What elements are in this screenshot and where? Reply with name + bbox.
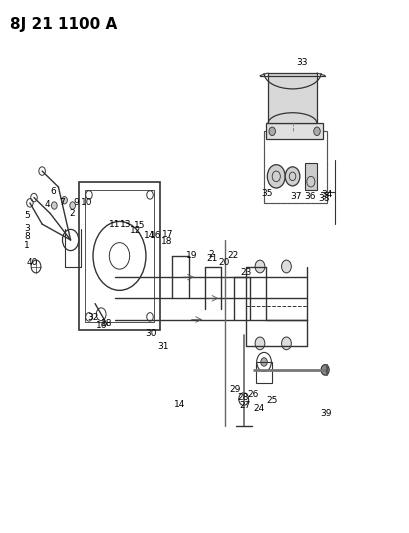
Text: 14: 14 — [143, 231, 155, 240]
Text: 35: 35 — [261, 189, 272, 198]
Text: 20: 20 — [218, 258, 230, 266]
Text: 13: 13 — [119, 220, 131, 229]
Text: 26: 26 — [247, 390, 258, 399]
Circle shape — [313, 127, 319, 135]
Text: 17: 17 — [162, 230, 173, 239]
Bar — [255, 362, 272, 383]
Text: 16: 16 — [149, 231, 161, 240]
Circle shape — [61, 197, 67, 204]
Text: 21: 21 — [206, 254, 218, 263]
Text: 29: 29 — [229, 385, 240, 394]
Circle shape — [268, 127, 275, 135]
Bar — [265, 123, 322, 139]
Text: 2: 2 — [70, 209, 75, 218]
Text: 22: 22 — [227, 252, 238, 261]
Text: 33: 33 — [295, 58, 307, 67]
Text: 31: 31 — [157, 342, 169, 351]
Text: 30: 30 — [145, 329, 157, 338]
Bar — [304, 163, 316, 190]
Text: 34: 34 — [321, 190, 332, 199]
Circle shape — [320, 365, 328, 375]
Text: 40: 40 — [26, 258, 38, 266]
Text: 19: 19 — [186, 252, 197, 261]
Text: 3: 3 — [24, 224, 30, 233]
Text: 37: 37 — [289, 192, 301, 201]
Text: 23: 23 — [240, 268, 252, 277]
Text: 18: 18 — [101, 319, 112, 328]
Text: 38: 38 — [318, 194, 329, 203]
Text: 7: 7 — [59, 198, 65, 207]
Circle shape — [52, 202, 57, 209]
Text: 27: 27 — [238, 401, 250, 410]
Text: 18: 18 — [160, 237, 172, 246]
Bar — [79, 182, 160, 330]
Text: 36: 36 — [303, 192, 315, 201]
Circle shape — [70, 202, 75, 209]
Circle shape — [267, 165, 285, 188]
Text: 24: 24 — [253, 404, 264, 413]
Circle shape — [281, 337, 291, 350]
Text: 8J 21 1100 A: 8J 21 1100 A — [9, 17, 117, 33]
Text: 25: 25 — [266, 395, 277, 405]
Circle shape — [254, 337, 264, 350]
Circle shape — [281, 260, 291, 273]
Bar — [263, 131, 326, 203]
Text: 5: 5 — [24, 211, 30, 220]
Text: 6: 6 — [51, 187, 56, 196]
Text: 11: 11 — [108, 220, 120, 229]
Text: 1: 1 — [24, 241, 30, 250]
Text: 39: 39 — [320, 409, 331, 418]
Bar — [85, 190, 154, 322]
Text: 16: 16 — [96, 321, 108, 330]
Text: 14: 14 — [174, 400, 185, 409]
Text: 15: 15 — [134, 221, 145, 230]
Text: 10: 10 — [81, 198, 92, 207]
Circle shape — [260, 358, 267, 366]
Text: 8: 8 — [24, 232, 30, 241]
Text: 12: 12 — [130, 226, 141, 235]
Circle shape — [285, 167, 299, 186]
Text: 2: 2 — [208, 250, 213, 259]
Text: 32: 32 — [87, 313, 98, 322]
Text: 9: 9 — [74, 198, 79, 207]
Bar — [263, 131, 326, 203]
Text: 4: 4 — [45, 200, 50, 209]
Text: 28: 28 — [237, 393, 248, 402]
Circle shape — [254, 260, 264, 273]
Bar — [267, 73, 316, 123]
